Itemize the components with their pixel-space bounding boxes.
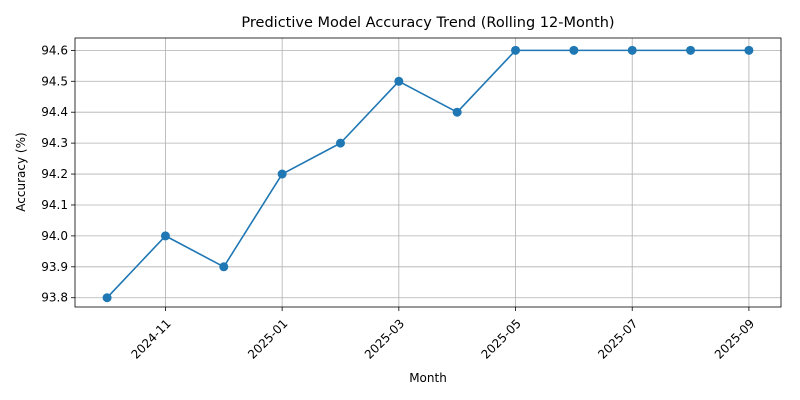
plot-frame	[74, 37, 782, 308]
x-tick-label: 2025-07	[595, 316, 640, 361]
grid-layer	[75, 38, 781, 307]
x-tick-label: 2025-05	[479, 316, 524, 361]
y-tick-label: 94.1	[41, 198, 68, 212]
x-tick-label: 2025-09	[712, 316, 757, 361]
x-tick-label: 2024-11	[128, 316, 173, 361]
data-point	[219, 262, 229, 272]
data-point	[394, 76, 404, 86]
y-tick-label: 94.6	[41, 43, 68, 57]
y-tick-label: 94.2	[41, 167, 68, 181]
chart-title: Predictive Model Accuracy Trend (Rolling…	[241, 15, 614, 31]
axes-layer: 2024-11 2025-01 2025-03 2025-05 2025-07 2025-…	[41, 37, 782, 362]
series-layer	[102, 45, 754, 303]
data-point	[686, 45, 696, 55]
y-tick-label: 94.3	[41, 136, 68, 150]
data-point	[452, 107, 462, 117]
data-point	[511, 45, 521, 55]
data-point	[744, 45, 754, 55]
x-tick-label: 2025-03	[362, 316, 407, 361]
y-axis-title: Accuracy (%)	[14, 132, 28, 211]
data-point	[160, 231, 170, 241]
data-point	[102, 293, 112, 303]
y-tick-label: 93.8	[41, 291, 68, 305]
data-point	[335, 138, 345, 148]
x-axis-title: Month	[409, 371, 447, 385]
x-tick-label: 2025-01	[245, 316, 290, 361]
data-point	[569, 45, 579, 55]
y-tick-label: 94.0	[41, 229, 68, 243]
series-line	[106, 49, 749, 299]
y-tick-label: 94.5	[41, 74, 68, 88]
y-tick-label: 93.9	[41, 260, 68, 274]
data-point	[627, 45, 637, 55]
data-point	[277, 169, 287, 179]
y-tick-label: 94.4	[41, 105, 68, 119]
